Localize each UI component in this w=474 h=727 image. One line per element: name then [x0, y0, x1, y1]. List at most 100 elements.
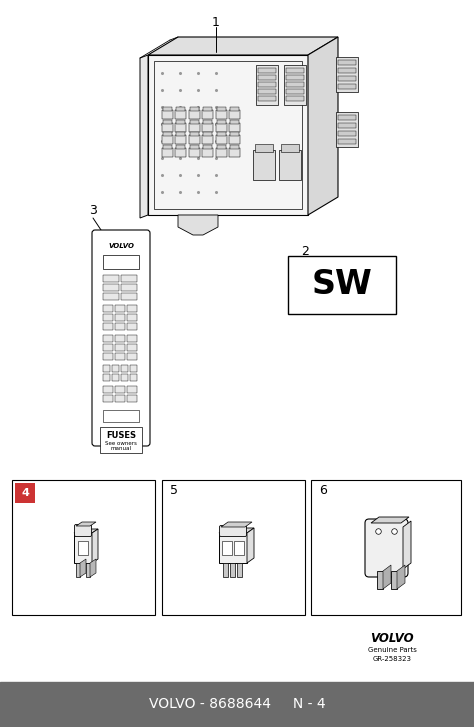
Polygon shape: [221, 522, 252, 527]
Bar: [190, 119, 199, 124]
Bar: [121, 374, 128, 381]
Bar: [163, 145, 172, 148]
Bar: [115, 353, 125, 360]
Bar: [103, 374, 110, 381]
Text: 4: 4: [21, 488, 29, 498]
Bar: [127, 314, 137, 321]
Polygon shape: [247, 528, 254, 563]
Bar: [103, 275, 119, 282]
Bar: [216, 135, 227, 144]
Bar: [223, 563, 228, 577]
Bar: [103, 314, 113, 321]
Bar: [230, 563, 235, 577]
Text: 5: 5: [170, 483, 178, 497]
Bar: [162, 480, 305, 615]
Bar: [286, 68, 304, 73]
Bar: [284, 65, 306, 105]
Bar: [217, 119, 226, 124]
Text: VOLVO: VOLVO: [370, 632, 414, 645]
Bar: [0, 682, 474, 727]
Bar: [86, 563, 90, 577]
Bar: [338, 115, 356, 120]
Bar: [127, 386, 137, 393]
Bar: [203, 145, 212, 148]
Bar: [229, 148, 240, 156]
Bar: [258, 82, 276, 87]
Text: Genuine Parts: Genuine Parts: [367, 647, 417, 653]
Bar: [121, 284, 137, 291]
Text: FUSES: FUSES: [106, 432, 136, 441]
Bar: [230, 132, 239, 136]
Bar: [258, 96, 276, 101]
Bar: [163, 107, 172, 111]
Bar: [100, 427, 142, 453]
Bar: [176, 107, 185, 111]
Bar: [203, 132, 212, 136]
Bar: [103, 395, 113, 402]
Bar: [202, 135, 213, 144]
FancyBboxPatch shape: [92, 230, 150, 446]
Polygon shape: [397, 565, 405, 589]
Bar: [103, 410, 139, 422]
FancyBboxPatch shape: [74, 524, 91, 537]
Bar: [189, 123, 200, 132]
Bar: [121, 365, 128, 372]
Bar: [162, 135, 173, 144]
Bar: [219, 533, 247, 563]
Text: GR-258323: GR-258323: [373, 656, 411, 662]
Bar: [229, 135, 240, 144]
Polygon shape: [336, 57, 358, 92]
Bar: [338, 131, 356, 136]
Bar: [338, 68, 356, 73]
Bar: [175, 110, 186, 119]
Polygon shape: [148, 55, 308, 215]
Polygon shape: [219, 528, 254, 533]
Bar: [103, 365, 110, 372]
Bar: [377, 571, 383, 589]
Bar: [130, 365, 137, 372]
Bar: [338, 76, 356, 81]
Bar: [216, 110, 227, 119]
Bar: [127, 323, 137, 330]
Text: VOLVO - 8688644     N - 4: VOLVO - 8688644 N - 4: [149, 697, 325, 711]
Text: SW: SW: [311, 268, 373, 302]
Bar: [286, 96, 304, 101]
Bar: [202, 148, 213, 156]
Bar: [163, 132, 172, 136]
Bar: [216, 148, 227, 156]
Bar: [237, 563, 242, 577]
Bar: [338, 139, 356, 144]
Bar: [115, 335, 125, 342]
Bar: [222, 541, 232, 555]
Text: See owners
manual: See owners manual: [105, 441, 137, 451]
Bar: [230, 119, 239, 124]
Bar: [286, 89, 304, 94]
Bar: [127, 335, 137, 342]
Bar: [338, 123, 356, 128]
Bar: [229, 110, 240, 119]
Bar: [115, 344, 125, 351]
Bar: [162, 110, 173, 119]
Polygon shape: [371, 517, 409, 523]
Bar: [15, 483, 35, 503]
Bar: [190, 145, 199, 148]
Bar: [103, 305, 113, 312]
Bar: [338, 60, 356, 65]
Bar: [121, 293, 137, 300]
Bar: [127, 344, 137, 351]
Bar: [234, 541, 244, 555]
Text: 2: 2: [301, 245, 309, 258]
Bar: [256, 65, 278, 105]
Bar: [391, 571, 397, 589]
Bar: [253, 150, 275, 180]
Bar: [189, 148, 200, 156]
Text: 1: 1: [212, 15, 220, 28]
Bar: [103, 344, 113, 351]
Bar: [115, 323, 125, 330]
Bar: [154, 61, 302, 209]
Polygon shape: [74, 529, 98, 533]
Bar: [255, 144, 273, 152]
Bar: [279, 150, 301, 180]
Text: 3: 3: [89, 204, 97, 217]
Bar: [230, 145, 239, 148]
